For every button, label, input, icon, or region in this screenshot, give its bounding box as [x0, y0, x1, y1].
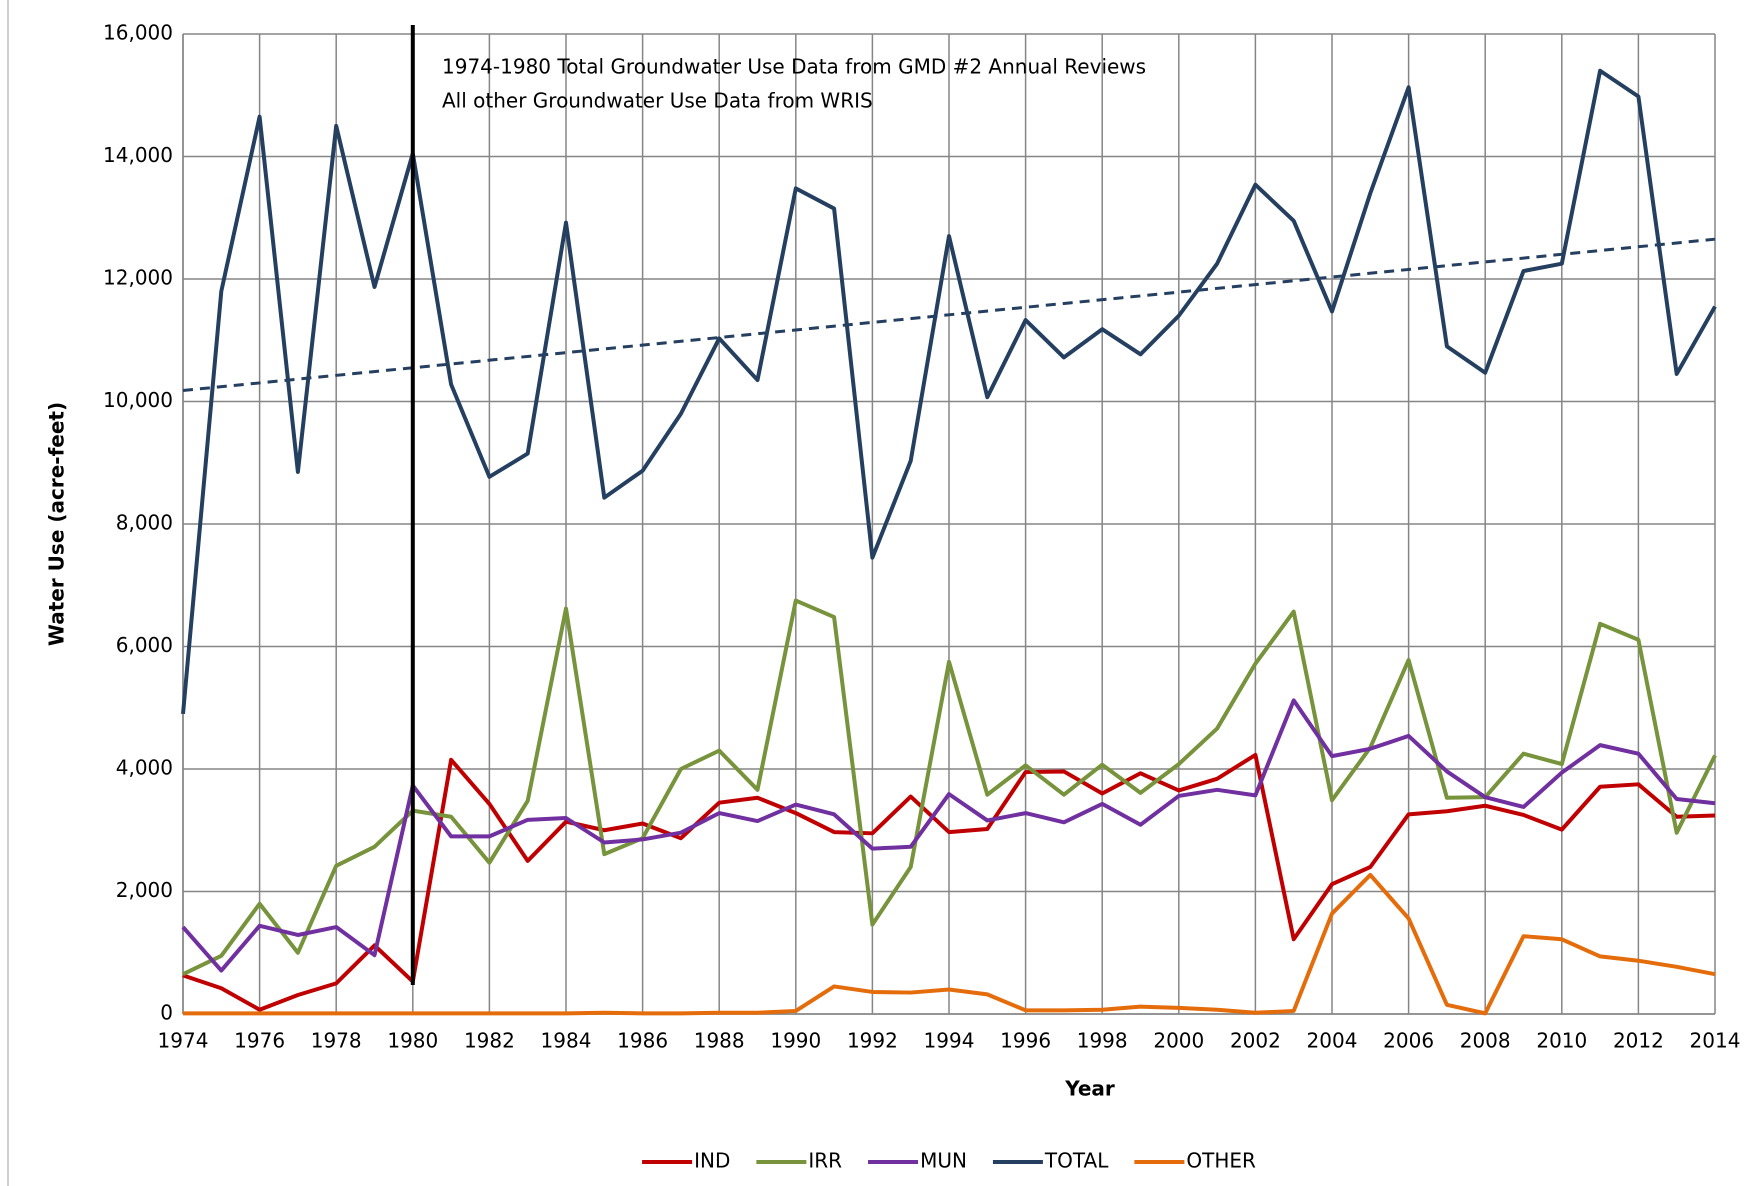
x-tick-label: 1998 [1077, 1029, 1128, 1053]
x-tick-label: 1988 [694, 1029, 745, 1053]
x-tick-label: 2002 [1230, 1029, 1281, 1053]
x-tick-label: 2006 [1383, 1029, 1434, 1053]
legend-label: MUN [920, 1149, 967, 1173]
x-tick-label: 1974 [158, 1029, 209, 1053]
x-tick-label: 2004 [1307, 1029, 1358, 1053]
x-tick-label: 2012 [1613, 1029, 1664, 1053]
x-tick-label: 2000 [1153, 1029, 1204, 1053]
trend-line [182, 237, 1716, 392]
x-tick-label: 1976 [234, 1029, 285, 1053]
x-tick-label: 1980 [387, 1029, 438, 1053]
x-tick-label: 1986 [617, 1029, 668, 1053]
x-tick-label: 1990 [770, 1029, 821, 1053]
legend-label: IRR [808, 1149, 842, 1173]
series-line [183, 872, 1716, 1016]
y-tick-label: 10,000 [103, 388, 173, 412]
series-line [181, 68, 1717, 715]
x-tick-label: 1982 [464, 1029, 515, 1053]
legend-label: OTHER [1186, 1149, 1256, 1173]
series-line [182, 598, 1717, 976]
x-tick-label: 1992 [847, 1029, 898, 1053]
y-tick-label: 8,000 [116, 511, 173, 535]
x-axis-label: Year [1064, 1077, 1115, 1101]
y-tick-label: 6,000 [116, 633, 173, 657]
x-tick-label: 1994 [924, 1029, 975, 1053]
series-line [182, 752, 1716, 1012]
y-tick-label: 16,000 [103, 21, 173, 45]
annotation: All other Groundwater Use Data from WRIS [442, 89, 873, 113]
x-tick-label: 1978 [311, 1029, 362, 1053]
y-tick-label: 12,000 [103, 266, 173, 290]
legend-label: TOTAL [1044, 1149, 1109, 1173]
legend-label: IND [694, 1149, 730, 1173]
x-tick-label: 1996 [1000, 1029, 1051, 1053]
y-tick-label: 4,000 [116, 756, 173, 780]
y-tick-label: 0 [160, 1001, 173, 1025]
x-tick-label: 2008 [1460, 1029, 1511, 1053]
y-tick-label: 2,000 [116, 878, 173, 902]
y-tick-label: 14,000 [103, 143, 173, 167]
x-tick-label: 1984 [541, 1029, 592, 1053]
x-tick-label: 2014 [1690, 1029, 1741, 1053]
y-axis-label: Water Use (acre-feet) [45, 402, 69, 646]
annotation: 1974-1980 Total Groundwater Use Data fro… [442, 55, 1146, 79]
x-tick-label: 2010 [1536, 1029, 1587, 1053]
series-line [181, 698, 1716, 973]
